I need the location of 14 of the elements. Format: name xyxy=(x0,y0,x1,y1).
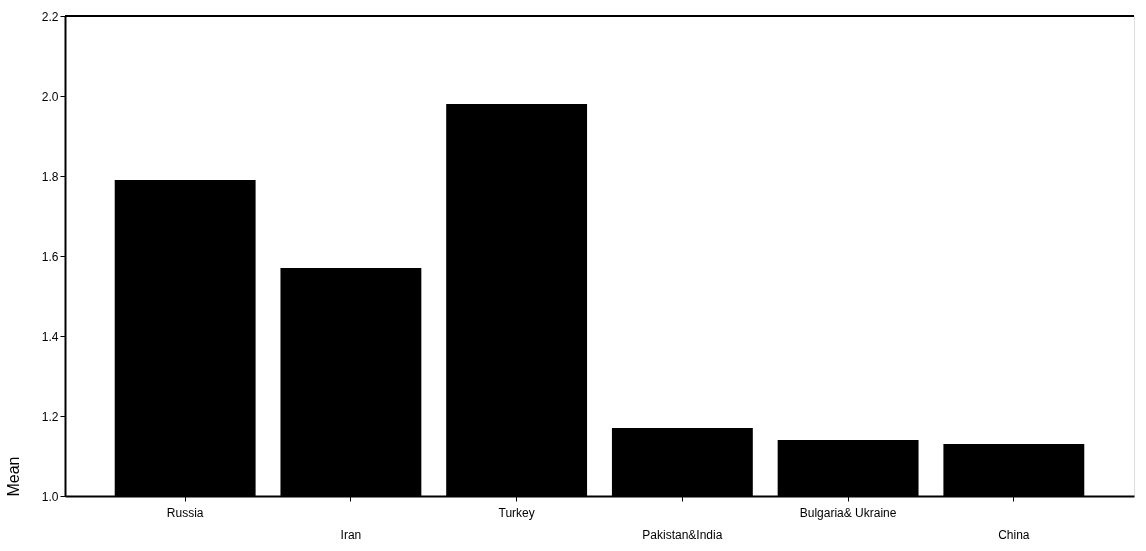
x-tick-label: Iran xyxy=(340,527,362,542)
x-tick-label: Pakistan&India xyxy=(642,527,723,542)
y-tick-label: 1.4 xyxy=(41,329,59,344)
y-tick-label: 2.0 xyxy=(41,89,59,104)
y-tick-label: 1.8 xyxy=(41,169,59,184)
y-tick-label: 2.2 xyxy=(41,9,59,24)
x-tick-label: Turkey xyxy=(498,505,535,520)
x-tick-label: Russia xyxy=(166,505,204,520)
y-tick-label: 1.6 xyxy=(41,249,59,264)
x-tick-label: China xyxy=(998,527,1030,542)
x-tick-label: Bulgaria& Ukraine xyxy=(799,505,897,520)
y-tick-label: 1.2 xyxy=(41,409,59,424)
y-axis-title: Mean xyxy=(4,456,22,497)
y-tick-label: 1.0 xyxy=(41,489,59,504)
